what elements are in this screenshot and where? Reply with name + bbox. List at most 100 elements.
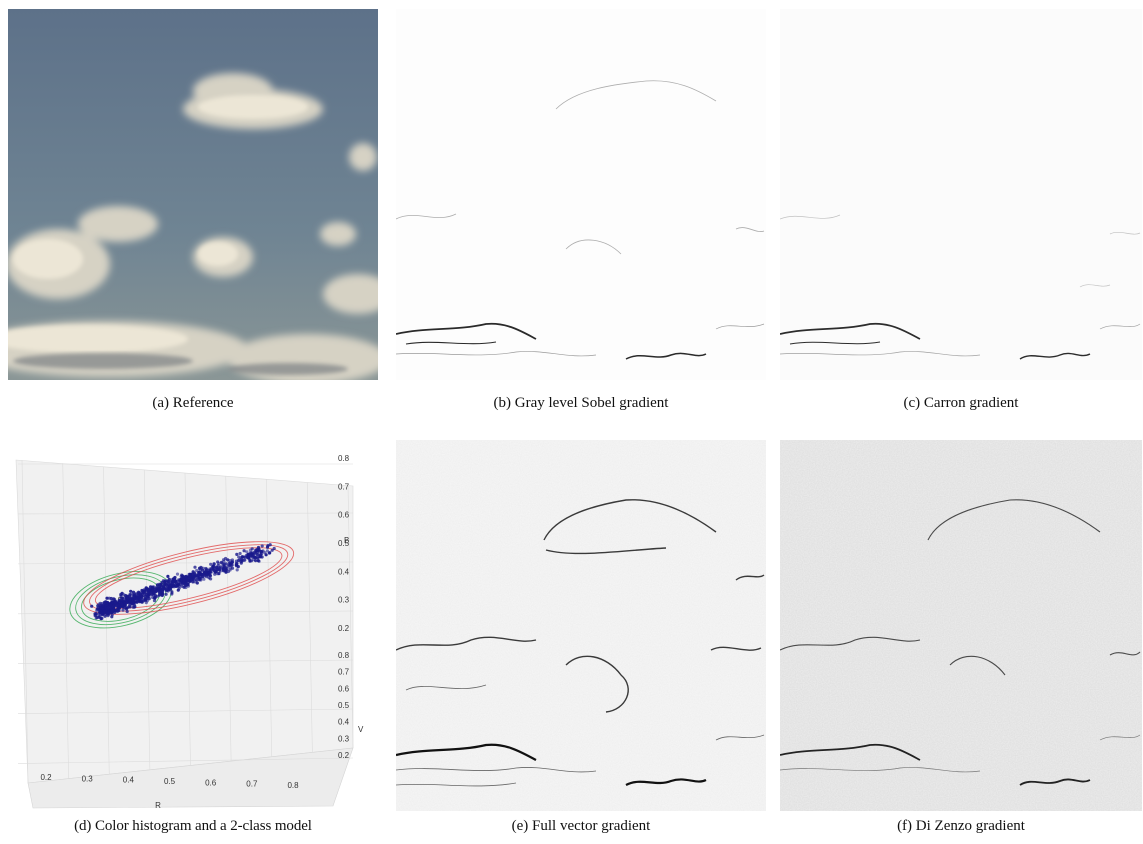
grid-line [347, 485, 354, 749]
grid-line [266, 479, 273, 757]
data-point [214, 570, 218, 574]
data-point [255, 553, 260, 557]
grid-line [17, 610, 354, 615]
data-point [150, 585, 155, 589]
y-tick-label: 0.2 [338, 751, 350, 760]
data-point [235, 562, 239, 566]
data-point [212, 562, 216, 566]
data-point [165, 584, 169, 588]
data-point [110, 613, 114, 617]
model-ellipse [94, 547, 283, 609]
data-point [205, 575, 209, 579]
data-point [174, 581, 179, 585]
data-point [178, 578, 182, 582]
data-point [259, 553, 263, 557]
data-point [230, 560, 234, 565]
x-tick-label: 0.7 [246, 780, 258, 789]
data-point [123, 601, 127, 605]
z-tick-label: 0.3 [338, 596, 350, 605]
data-point [180, 573, 184, 577]
data-point [119, 596, 123, 600]
data-point [94, 613, 98, 617]
data-point [194, 578, 198, 582]
data-point [122, 593, 126, 597]
data-point [157, 586, 161, 590]
data-point [209, 568, 213, 572]
data-point [235, 552, 239, 556]
z-tick-label: 0.8 [338, 454, 350, 463]
data-point [128, 599, 132, 603]
data-point [154, 587, 158, 591]
x-tick-label: 0.2 [40, 773, 52, 782]
data-point [208, 570, 212, 574]
caption-e: (e) Full vector gradient [511, 818, 651, 834]
data-point [188, 579, 192, 583]
data-point [211, 565, 215, 569]
data-point [96, 604, 100, 608]
data-point [256, 556, 260, 560]
data-point [155, 594, 159, 598]
data-point [213, 572, 217, 576]
data-point [195, 574, 199, 578]
data-point [260, 544, 264, 548]
data-point [216, 560, 220, 564]
z-axis-label: B [344, 536, 349, 545]
data-point [268, 551, 272, 555]
data-point [268, 543, 272, 547]
data-point [140, 594, 144, 598]
model-ellipse [89, 544, 289, 612]
data-point [144, 601, 148, 605]
data-point [237, 555, 241, 559]
caption-f: (f) Di Zenzo gradient [897, 818, 1025, 834]
data-point [153, 590, 157, 594]
data-point [177, 584, 181, 588]
data-point [204, 566, 208, 571]
data-point [202, 577, 206, 581]
data-point [246, 552, 250, 556]
grid-line [17, 561, 354, 565]
data-point [152, 599, 157, 603]
data-point [272, 546, 276, 551]
data-point [157, 582, 161, 586]
data-point [195, 581, 199, 585]
z-tick-label: 0.6 [338, 511, 350, 520]
data-point [163, 581, 167, 585]
data-point [166, 589, 170, 593]
caption-c: (c) Carron gradient [903, 395, 1019, 411]
data-point [236, 565, 240, 569]
data-point [120, 602, 124, 606]
y-tick-label: 0.7 [338, 668, 350, 677]
data-point [192, 578, 196, 582]
data-point [126, 597, 130, 601]
data-point [245, 550, 249, 554]
data-point [130, 601, 134, 605]
data-point [125, 609, 129, 614]
grid-line [103, 466, 110, 775]
data-point [162, 584, 166, 588]
caption-d: (d) Color histogram and a 2-class model [74, 818, 312, 834]
y-tick-label: 0.4 [338, 718, 350, 727]
data-point [242, 549, 246, 553]
grid-line [17, 659, 354, 665]
grid-line [17, 757, 354, 764]
data-point [238, 551, 242, 556]
data-point [209, 562, 213, 566]
data-point [235, 568, 239, 572]
full-vector-gradient-image [396, 440, 766, 811]
data-point [237, 558, 241, 563]
data-point [230, 563, 234, 567]
x-axis-label: R [155, 801, 161, 810]
data-point [239, 556, 243, 560]
data-point [226, 558, 230, 562]
z-tick-label: 0.4 [338, 567, 350, 576]
data-point [263, 551, 267, 555]
data-point [105, 611, 109, 616]
data-point [193, 565, 197, 569]
z-tick-label: 0.2 [338, 624, 350, 633]
data-point [257, 549, 261, 553]
data-point [228, 563, 232, 567]
data-point [133, 597, 137, 601]
data-point [98, 604, 102, 608]
z-tick-label: 0.7 [338, 482, 350, 491]
y-tick-label: 0.8 [338, 651, 350, 660]
